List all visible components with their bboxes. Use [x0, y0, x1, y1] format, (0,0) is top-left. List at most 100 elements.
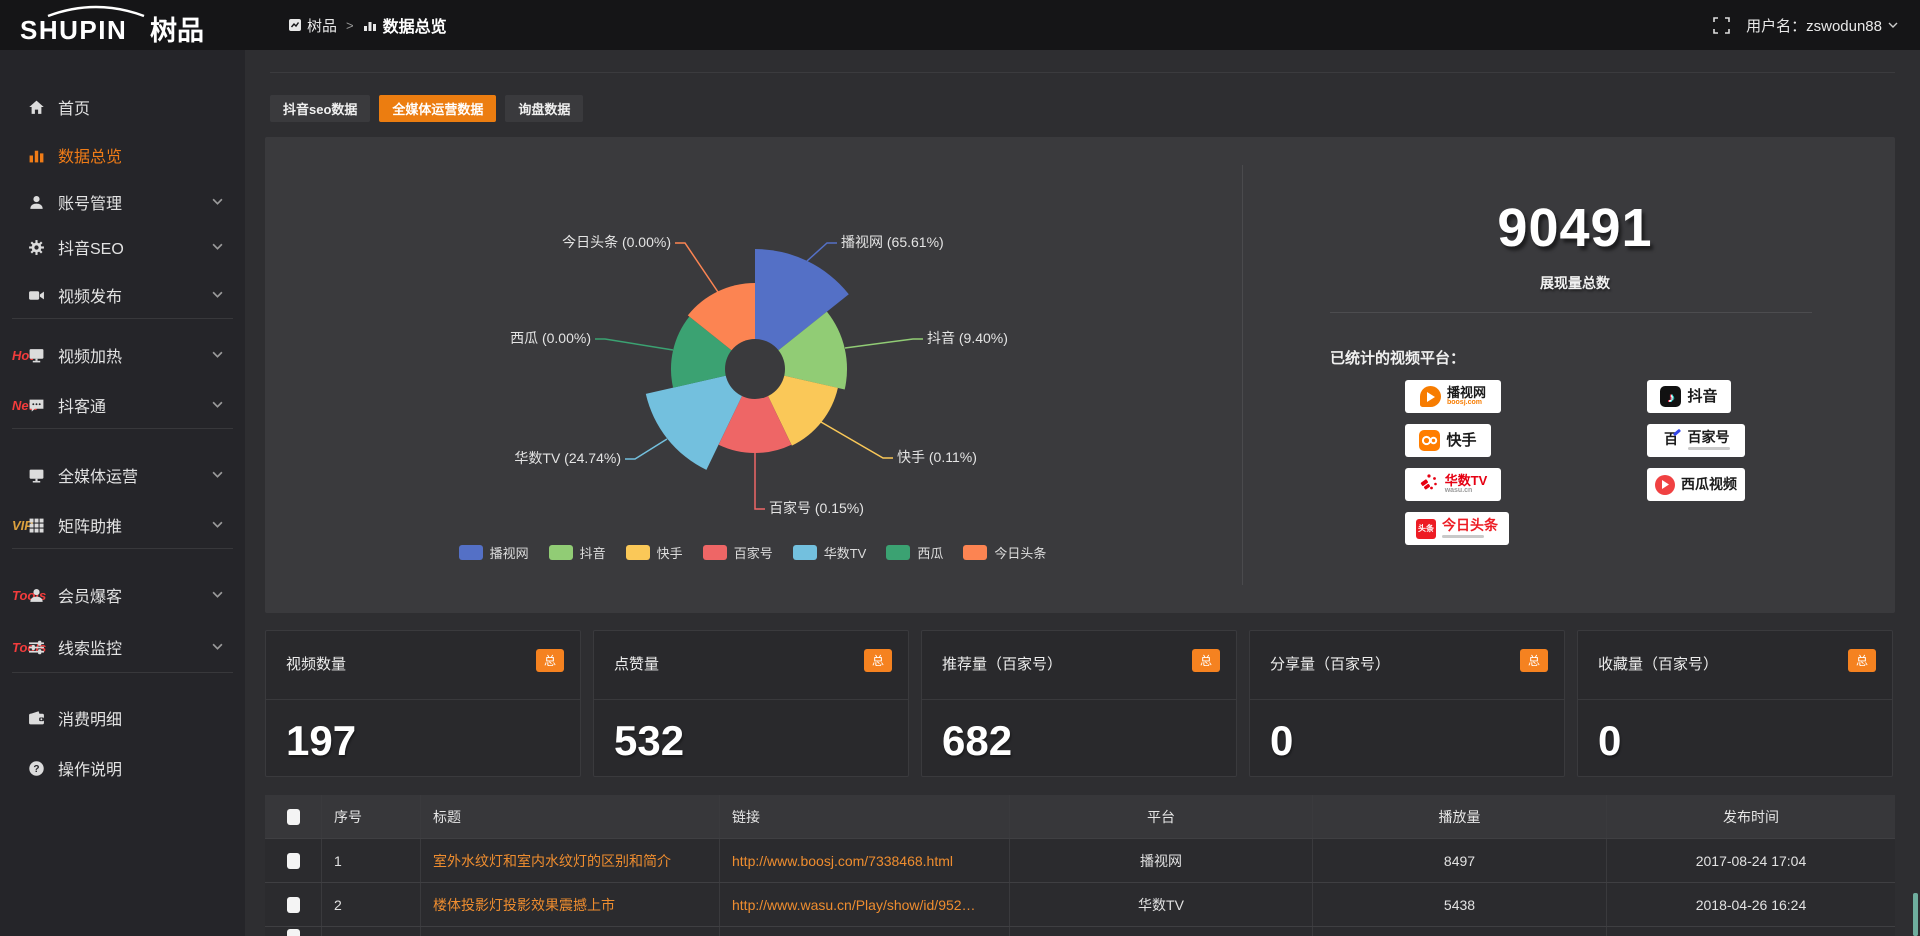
pie-label-line: [625, 438, 668, 460]
sidebar-item-douketong[interactable]: 抖客通 New: [0, 385, 245, 425]
col-header-no: 序号: [322, 795, 421, 838]
user-menu[interactable]: 用户名：zswodun88: [1746, 15, 1898, 36]
legend-swatch: [702, 545, 727, 560]
row-checkbox[interactable]: [286, 928, 300, 936]
app-icon: [289, 19, 301, 31]
breadcrumb-current[interactable]: 数据总览: [363, 13, 447, 37]
impressions-total-label: 展现量总数: [1540, 275, 1610, 291]
pie-label-播视网: 播视网 (65.61%): [841, 234, 944, 250]
select-all-checkbox[interactable]: [286, 808, 300, 825]
breadcrumb-separator: >: [346, 17, 354, 33]
sidebar-item-instructions[interactable]: ? 操作说明: [0, 748, 245, 788]
home-icon: [28, 99, 45, 116]
video-title-link[interactable]: 楼体投影灯投影效果震撼上市: [421, 883, 720, 926]
chevron-down-icon: [212, 586, 223, 604]
chevron-down-icon: [212, 286, 223, 304]
scrollbar-thumb[interactable]: [1913, 893, 1918, 936]
legend-swatch: [963, 545, 988, 560]
screen-icon: [28, 347, 45, 364]
video-url-link[interactable]: http://www.boosj.com/7338468.html: [720, 839, 1010, 882]
pie-label-line: [754, 453, 765, 510]
stat-card-recommends: 推荐量（百家号） 总 682: [921, 630, 1237, 777]
breadcrumb-root[interactable]: 树品: [288, 15, 337, 36]
sidebar-item-douyin-seo[interactable]: 抖音SEO: [0, 227, 245, 267]
tab-douyin-seo-data[interactable]: 抖音seo数据: [270, 95, 371, 122]
stat-value: 682: [942, 717, 1013, 764]
table-row-partial: [265, 926, 1895, 936]
grid-icon: [28, 517, 45, 534]
sidebar-item-accounts[interactable]: 账号管理: [0, 182, 245, 222]
pie-slice-百家号[interactable]: [718, 369, 792, 453]
bar-chart-icon: [363, 22, 376, 31]
chevron-down-icon: [212, 466, 223, 484]
legend-swatch: [792, 545, 817, 560]
rose-chart: 播视网 (65.61%) 抖音 (9.40%) 快手 (0.11%) 百家号 (0.1…: [265, 137, 1240, 613]
help-icon: ?: [28, 760, 45, 777]
legend-item[interactable]: 播视网: [458, 543, 529, 562]
pie-slice-播视网[interactable]: [755, 249, 849, 369]
sidebar-item-home[interactable]: 首页: [0, 87, 245, 127]
video-title-link[interactable]: 室外水纹灯和室内水纹灯的区别和简介: [421, 839, 720, 882]
total-badge: 总: [1191, 649, 1220, 672]
total-badge: 总: [535, 649, 564, 672]
video-url-link[interactable]: http://www.wasu.cn/Play/show/id/952…: [720, 883, 1010, 926]
videos-table: 序号 标题 链接 平台 播放量 发布时间 1 室外水纹灯和室内水纹灯的区别和简介…: [265, 795, 1895, 936]
bar-chart-icon: [28, 147, 45, 164]
legend-item[interactable]: 抖音: [548, 543, 606, 562]
pie-label-快手: 快手 (0.11%): [897, 449, 977, 465]
username-label: 用户名：zswodun88: [1746, 17, 1882, 35]
legend-item[interactable]: 今日头条: [963, 543, 1046, 562]
sidebar-item-lead-monitor[interactable]: 线索监控 Tools: [0, 627, 245, 667]
logo-arc: [47, 5, 145, 18]
legend-swatch: [886, 545, 911, 560]
col-header-link: 链接: [720, 795, 1010, 838]
sidebar-item-member-burst[interactable]: 会员爆客 Tools: [0, 575, 245, 615]
chart-legend: 播视网 抖音 快手 百家号 华数TV 西瓜 今日头条: [265, 543, 1240, 562]
pie-label-line: [844, 338, 923, 349]
pie-hole: [725, 339, 785, 399]
sidebar-item-video-publish[interactable]: 视频发布: [0, 275, 245, 315]
toutiao-tagline: [1442, 535, 1484, 538]
table-row: 2 楼体投影灯投影效果震撼上市 http://www.wasu.cn/Play/…: [265, 882, 1895, 926]
tab-inquiry-data[interactable]: 询盘数据: [505, 95, 584, 122]
pie-slice-华数TV[interactable]: [645, 369, 755, 470]
col-header-platform: 平台: [1010, 795, 1313, 838]
shupin-logo: SHUPIN 树品: [18, 5, 228, 47]
chevron-down-icon: [212, 193, 223, 211]
fullscreen-icon[interactable]: [1713, 16, 1730, 34]
platform-badge-kuaishou: 快手: [1405, 424, 1491, 457]
pie-label-line: [806, 242, 837, 262]
row-checkbox[interactable]: [286, 896, 300, 913]
vip-badge: VIP: [12, 517, 33, 533]
wallet-icon: [28, 710, 45, 727]
platforms-label: 已统计的视频平台：: [1330, 350, 1466, 367]
col-header-views: 播放量: [1313, 795, 1607, 838]
sidebar-item-matrix-boost[interactable]: 矩阵助推 VIP: [0, 505, 245, 545]
sidebar-item-data-overview[interactable]: 数据总览: [0, 135, 245, 175]
chat-icon: [28, 397, 45, 414]
sidebar-item-omnimedia[interactable]: 全媒体运营: [0, 455, 245, 495]
row-checkbox[interactable]: [286, 852, 300, 869]
legend-item[interactable]: 百家号: [702, 543, 773, 562]
chevron-down-icon: [212, 346, 223, 364]
kuaishou-logo-icon: [1419, 430, 1441, 451]
stat-card-likes: 点赞量 总 532: [593, 630, 909, 777]
toutiao-logo-icon: 头条: [1416, 518, 1436, 539]
chevron-down-icon: [212, 396, 223, 414]
sidebar-item-video-heat[interactable]: 视频加热 Hot: [0, 335, 245, 375]
stat-value: 0: [1270, 717, 1294, 764]
stat-value: 197: [286, 717, 357, 764]
sidebar-item-expense-detail[interactable]: 消费明细: [0, 698, 245, 738]
logo-text-en: SHUPIN: [20, 15, 127, 45]
stat-value: 0: [1598, 717, 1622, 764]
legend-item[interactable]: 华数TV: [792, 543, 866, 562]
legend-item[interactable]: 西瓜: [886, 543, 943, 562]
legend-swatch: [458, 545, 483, 560]
stat-card-shares: 分享量（百家号） 总 0: [1249, 630, 1565, 777]
tab-omnimedia-data[interactable]: 全媒体运营数据: [379, 95, 497, 122]
legend-item[interactable]: 快手: [625, 543, 683, 562]
table-header-row: 序号 标题 链接 平台 播放量 发布时间: [265, 795, 1895, 838]
pie-label-line: [675, 242, 719, 293]
wasu-logo-icon: [1419, 472, 1439, 497]
